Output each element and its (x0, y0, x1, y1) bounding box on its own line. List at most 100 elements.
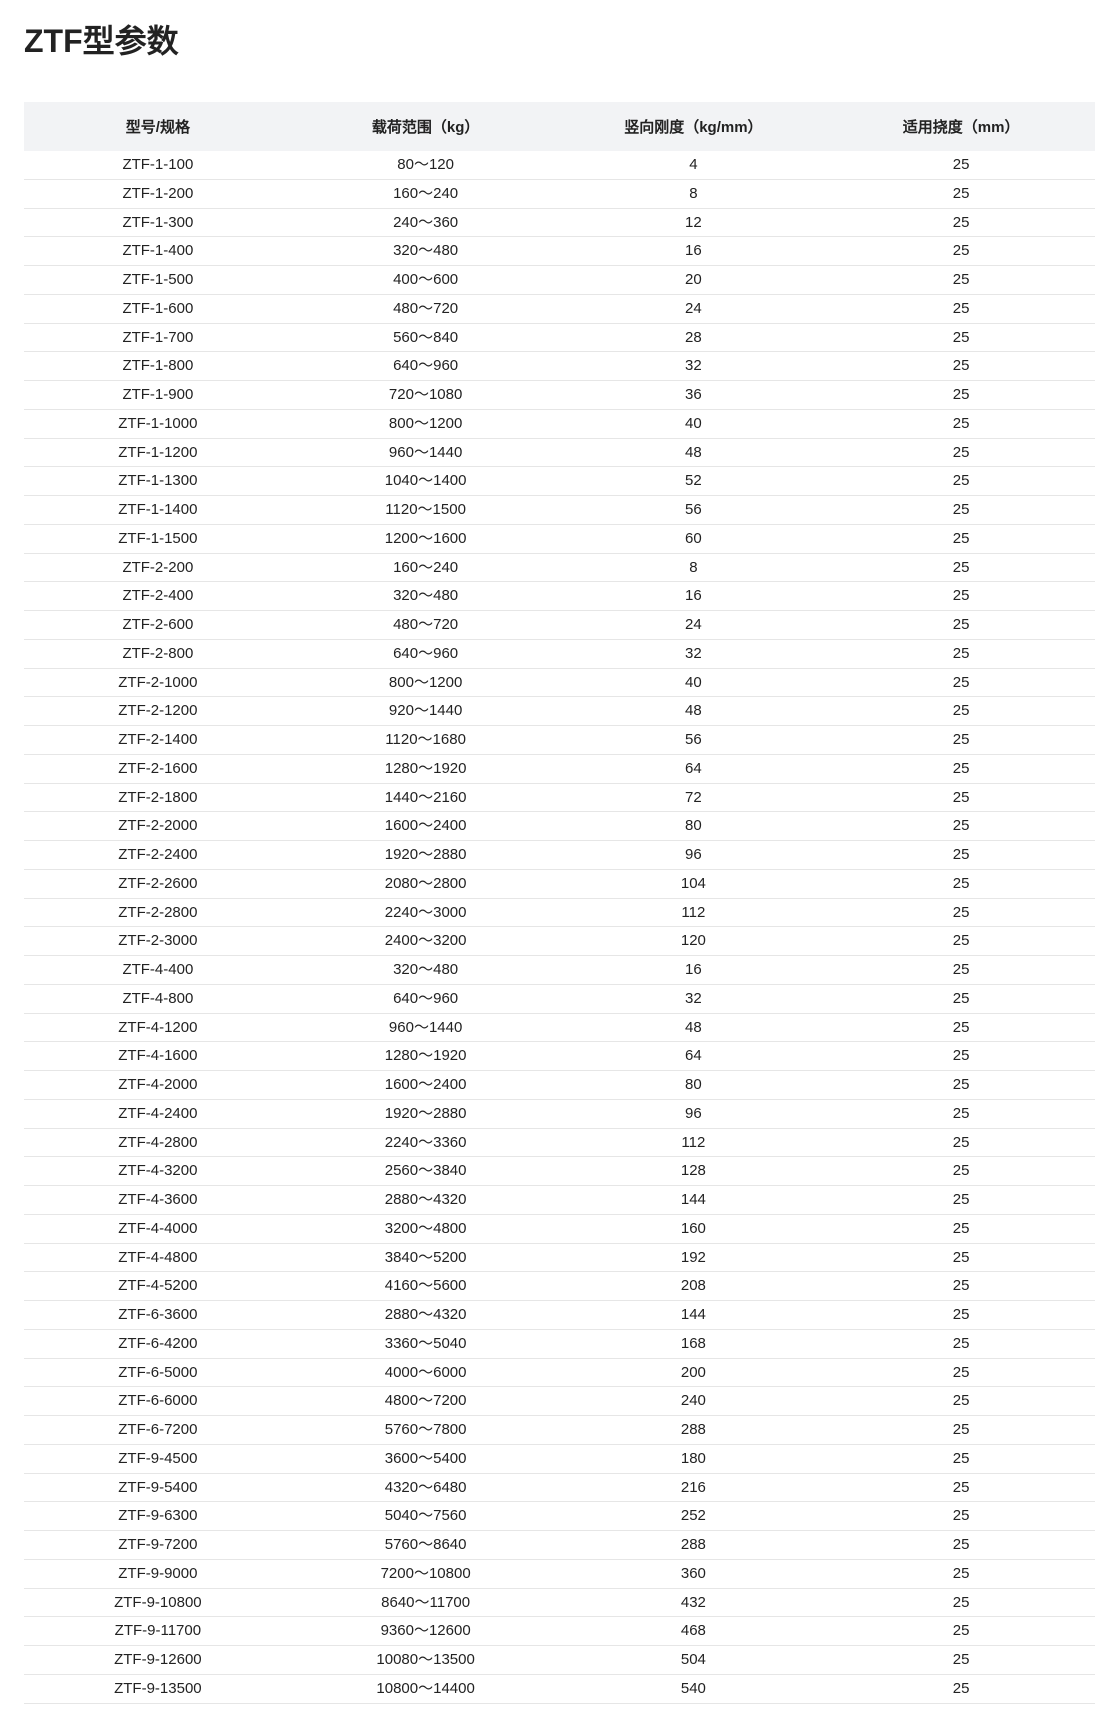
table-row: ZTF-2-200160～240825 (24, 553, 1095, 582)
table-cell: 25 (827, 783, 1095, 812)
table-row: ZTF-9-63005040～756025225 (24, 1502, 1095, 1531)
table-cell: 432 (560, 1588, 828, 1617)
table-row: ZTF-9-54004320～648021625 (24, 1473, 1095, 1502)
table-cell: 25 (827, 524, 1095, 553)
table-cell: 25 (827, 1157, 1095, 1186)
table-cell: 25 (827, 179, 1095, 208)
table-cell: 25 (827, 1444, 1095, 1473)
table-row: ZTF-1-500400～6002025 (24, 266, 1095, 295)
table-row: ZTF-2-1200920～14404825 (24, 697, 1095, 726)
table-row: ZTF-9-72005760～864028825 (24, 1531, 1095, 1560)
table-cell: ZTF-1-1000 (24, 409, 292, 438)
table-cell: 80 (560, 812, 828, 841)
table-cell: 25 (827, 237, 1095, 266)
table-cell: 16 (560, 582, 828, 611)
table-cell: ZTF-2-1200 (24, 697, 292, 726)
table-cell: ZTF-6-4200 (24, 1329, 292, 1358)
table-cell: 2240～3000 (292, 898, 560, 927)
table-row: ZTF-4-20001600～24008025 (24, 1071, 1095, 1100)
table-cell: 1040～1400 (292, 467, 560, 496)
table-row: ZTF-9-1260010080～1350050425 (24, 1646, 1095, 1675)
table-cell: ZTF-1-1200 (24, 438, 292, 467)
table-cell: 5760～8640 (292, 1531, 560, 1560)
page-title: ZTF型参数 (24, 16, 1095, 62)
table-cell: 160～240 (292, 179, 560, 208)
col-header-stiffness: 竖向刚度（kg/mm） (560, 102, 828, 151)
table-cell: 25 (827, 553, 1095, 582)
table-cell: 48 (560, 1013, 828, 1042)
table-cell: ZTF-1-400 (24, 237, 292, 266)
table-cell: 25 (827, 381, 1095, 410)
table-cell: 800～1200 (292, 668, 560, 697)
table-cell: ZTF-4-2400 (24, 1099, 292, 1128)
table-cell: 56 (560, 496, 828, 525)
table-cell: ZTF-4-1600 (24, 1042, 292, 1071)
table-cell: 1120～1500 (292, 496, 560, 525)
table-cell: 64 (560, 754, 828, 783)
table-cell: 48 (560, 697, 828, 726)
table-cell: 288 (560, 1531, 828, 1560)
table-cell: 25 (827, 1243, 1095, 1272)
table-cell: ZTF-1-1300 (24, 467, 292, 496)
table-row: ZTF-1-14001120～15005625 (24, 496, 1095, 525)
table-cell: 25 (827, 582, 1095, 611)
table-cell: ZTF-6-7200 (24, 1416, 292, 1445)
table-row: ZTF-2-400320～4801625 (24, 582, 1095, 611)
table-cell: 4320～6480 (292, 1473, 560, 1502)
table-cell: 640～960 (292, 352, 560, 381)
table-cell: 2880～4320 (292, 1186, 560, 1215)
table-cell: 25 (827, 841, 1095, 870)
table-row: ZTF-1-13001040～14005225 (24, 467, 1095, 496)
table-cell: ZTF-9-9000 (24, 1559, 292, 1588)
table-cell: 25 (827, 1186, 1095, 1215)
table-cell: 25 (827, 1416, 1095, 1445)
table-cell: ZTF-6-5000 (24, 1358, 292, 1387)
table-cell: 7200～10800 (292, 1559, 560, 1588)
table-row: ZTF-2-26002080～280010425 (24, 869, 1095, 898)
table-cell: 112 (560, 1128, 828, 1157)
table-row: ZTF-2-20001600～24008025 (24, 812, 1095, 841)
table-cell: 10800～14400 (292, 1674, 560, 1703)
table-cell: ZTF-2-400 (24, 582, 292, 611)
table-row: ZTF-4-36002880～432014425 (24, 1186, 1095, 1215)
table-cell: ZTF-4-2800 (24, 1128, 292, 1157)
table-cell: 28 (560, 323, 828, 352)
table-cell: 80 (560, 1071, 828, 1100)
table-row: ZTF-9-45003600～540018025 (24, 1444, 1095, 1473)
table-cell: 640～960 (292, 639, 560, 668)
table-cell: 144 (560, 1301, 828, 1330)
table-cell: 2400～3200 (292, 927, 560, 956)
table-cell: 25 (827, 1502, 1095, 1531)
col-header-deflection: 适用挠度（mm） (827, 102, 1095, 151)
table-cell: 25 (827, 611, 1095, 640)
table-cell: 52 (560, 467, 828, 496)
table-row: ZTF-1-900720～10803625 (24, 381, 1095, 410)
table-cell: ZTF-1-200 (24, 179, 292, 208)
table-cell: 25 (827, 869, 1095, 898)
table-cell: ZTF-2-2000 (24, 812, 292, 841)
table-cell: 9360～12600 (292, 1617, 560, 1646)
table-cell: 25 (827, 1301, 1095, 1330)
table-cell: ZTF-9-10800 (24, 1588, 292, 1617)
table-cell: 25 (827, 1214, 1095, 1243)
table-cell: 25 (827, 697, 1095, 726)
table-cell: 252 (560, 1502, 828, 1531)
table-cell: ZTF-9-13500 (24, 1674, 292, 1703)
table-cell: 25 (827, 1588, 1095, 1617)
table-cell: 25 (827, 639, 1095, 668)
table-cell: 144 (560, 1186, 828, 1215)
table-cell: 800～1200 (292, 409, 560, 438)
table-cell: 12 (560, 208, 828, 237)
table-cell: ZTF-1-1400 (24, 496, 292, 525)
table-cell: ZTF-1-800 (24, 352, 292, 381)
table-cell: 2240～3360 (292, 1128, 560, 1157)
table-cell: 25 (827, 1387, 1095, 1416)
table-row: ZTF-1-15001200～16006025 (24, 524, 1095, 553)
table-cell: 240～360 (292, 208, 560, 237)
table-cell: ZTF-2-2600 (24, 869, 292, 898)
table-cell: ZTF-4-3600 (24, 1186, 292, 1215)
table-cell: 25 (827, 1128, 1095, 1157)
table-cell: 3600～5400 (292, 1444, 560, 1473)
table-cell: 16 (560, 237, 828, 266)
table-cell: 25 (827, 467, 1095, 496)
